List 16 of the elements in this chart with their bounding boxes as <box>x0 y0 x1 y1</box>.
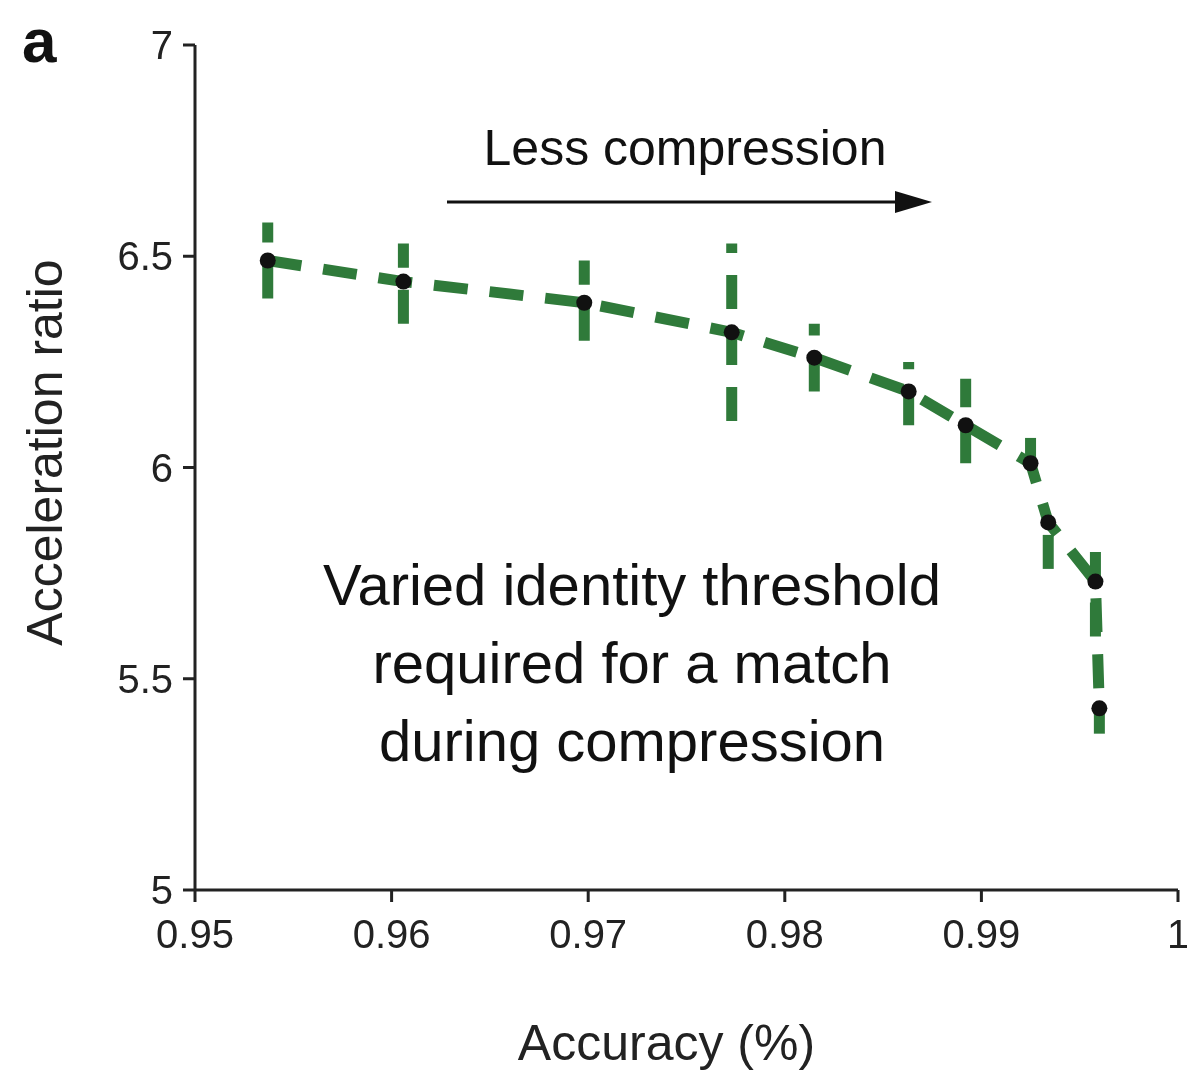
x-tick-label: 0.98 <box>745 912 824 956</box>
x-tick-label: 1 <box>1166 912 1187 956</box>
y-axis-title: Acceleration ratio <box>17 259 73 646</box>
y-tick-label: 6.5 <box>117 234 173 279</box>
x-tick-label: 0.99 <box>942 912 1021 956</box>
y-tick-label: 7 <box>150 23 173 67</box>
y-tick-label: 6 <box>150 445 173 490</box>
y-tick-label: 5 <box>150 868 173 912</box>
x-tick-label: 0.97 <box>549 912 628 956</box>
x-tick-label: 0.95 <box>156 912 234 956</box>
text: a <box>22 6 57 75</box>
x-axis-title: Accuracy (%) <box>517 1015 816 1071</box>
annotation: Less compression <box>483 120 887 176</box>
y-tick-label: 5.5 <box>117 656 173 701</box>
x-tick-label: 0.96 <box>352 912 431 956</box>
annotation: Varied identity threshold required for a match during compression <box>323 552 941 773</box>
